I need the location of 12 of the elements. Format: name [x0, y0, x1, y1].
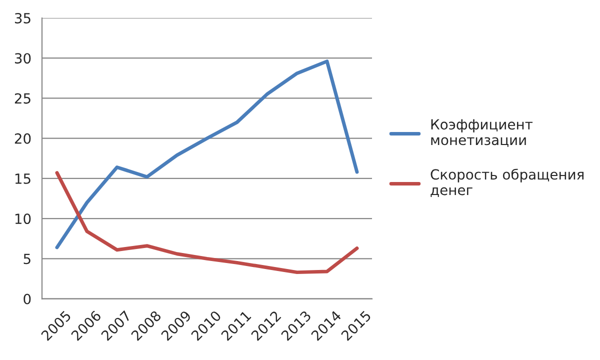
y-tick-label: 25 — [14, 93, 30, 104]
y-tick-label: 30 — [14, 53, 31, 64]
line-series — [55, 171, 359, 274]
y-tick-label: 10 — [15, 214, 31, 224]
y-tick-label: 0 — [24, 294, 31, 304]
legend-label: Скорость обращения денег — [430, 168, 584, 197]
y-tick-label: 20 — [14, 133, 31, 144]
y-tick-label: 5 — [24, 254, 30, 264]
legend-label: Коэффициент монетизации — [431, 119, 533, 147]
y-tick-label: 35 — [14, 12, 30, 24]
line-series — [55, 60, 359, 250]
y-tick-label: 15 — [15, 174, 30, 184]
